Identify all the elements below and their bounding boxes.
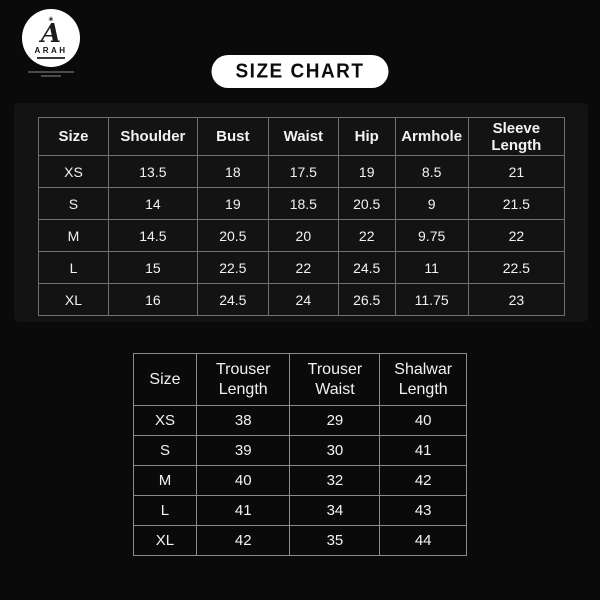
size-cell: XS <box>38 155 109 188</box>
size-chart-title-badge: SIZE CHART <box>211 55 389 88</box>
value-cell: 30 <box>289 435 381 466</box>
value-cell: 14.5 <box>107 219 198 252</box>
value-cell: 41 <box>379 435 467 466</box>
size-cell: M <box>133 465 197 496</box>
table-row: S 14 19 18.5 20.5 9 21.5 <box>38 187 566 220</box>
value-cell: 32 <box>289 465 381 496</box>
size-cell: L <box>133 495 197 526</box>
value-cell: 11 <box>394 251 469 284</box>
column-header: Trouser Length <box>195 353 291 406</box>
value-cell: 22.5 <box>196 251 269 284</box>
logo-circle: ❀ A ARAH <box>22 9 80 67</box>
table-row: M 40 32 42 <box>133 465 467 496</box>
size-cell: L <box>38 251 109 284</box>
value-cell: 11.75 <box>394 283 469 316</box>
table-row: L 41 34 43 <box>133 495 467 526</box>
value-cell: 24.5 <box>196 283 269 316</box>
logo-caption-line <box>28 71 74 73</box>
value-cell: 24 <box>267 283 339 316</box>
logo-caption <box>22 71 80 77</box>
value-cell: 22.5 <box>467 251 566 284</box>
value-cell: 29 <box>289 405 381 436</box>
value-cell: 22 <box>467 219 566 252</box>
value-cell: 22 <box>337 219 396 252</box>
value-cell: 13.5 <box>107 155 198 188</box>
brand-logo: ❀ A ARAH <box>22 9 80 77</box>
value-cell: 44 <box>379 525 467 556</box>
value-cell: 35 <box>289 525 381 556</box>
column-header: Bust <box>196 117 269 156</box>
value-cell: 9.75 <box>394 219 469 252</box>
flower-icon: ❀ <box>48 16 54 23</box>
value-cell: 21.5 <box>467 187 566 220</box>
logo-tagline <box>37 57 65 60</box>
column-header: Armhole <box>394 117 469 156</box>
table-row: XS 38 29 40 <box>133 405 467 436</box>
value-cell: 16 <box>107 283 198 316</box>
column-header: Shalwar Length <box>379 353 467 406</box>
column-header: Hip <box>337 117 396 156</box>
size-cell: XL <box>38 283 109 316</box>
value-cell: 34 <box>289 495 381 526</box>
value-cell: 26.5 <box>337 283 396 316</box>
value-cell: 23 <box>467 283 566 316</box>
size-cell: XS <box>133 405 197 436</box>
value-cell: 18 <box>196 155 269 188</box>
header-row: Size Trouser Length Trouser Waist Shalwar L… <box>133 353 467 406</box>
value-cell: 43 <box>379 495 467 526</box>
value-cell: 42 <box>195 525 291 556</box>
table-row: S 39 30 41 <box>133 435 467 466</box>
garment-size-table: Size Shoulder Bust Waist Hip Armhole Sleeve Le… <box>38 117 566 316</box>
table-row: XL 16 24.5 24 26.5 11.75 23 <box>38 283 566 316</box>
value-cell: 20.5 <box>337 187 396 220</box>
value-cell: 14 <box>107 187 198 220</box>
column-header: Shoulder <box>107 117 198 156</box>
logo-monogram: A <box>40 18 62 49</box>
value-cell: 24.5 <box>337 251 396 284</box>
column-header: Size <box>38 117 109 156</box>
value-cell: 17.5 <box>267 155 339 188</box>
column-header: Size <box>133 353 197 406</box>
value-cell: 15 <box>107 251 198 284</box>
value-cell: 40 <box>195 465 291 496</box>
header-row: Size Shoulder Bust Waist Hip Armhole Sleeve Le… <box>38 117 566 156</box>
table-row: XS 13.5 18 17.5 19 8.5 21 <box>38 155 566 188</box>
value-cell: 19 <box>337 155 396 188</box>
size-cell: XL <box>133 525 197 556</box>
size-cell: S <box>38 187 109 220</box>
size-cell: S <box>133 435 197 466</box>
logo-brand-text: ARAH <box>34 46 68 56</box>
column-header: Trouser Waist <box>289 353 381 406</box>
value-cell: 39 <box>195 435 291 466</box>
logo-caption-line <box>41 75 61 77</box>
column-header: Waist <box>267 117 339 156</box>
value-cell: 20 <box>267 219 339 252</box>
value-cell: 21 <box>467 155 566 188</box>
table-row: L 15 22.5 22 24.5 11 22.5 <box>38 251 566 284</box>
value-cell: 40 <box>379 405 467 436</box>
size-cell: M <box>38 219 109 252</box>
value-cell: 22 <box>267 251 339 284</box>
value-cell: 41 <box>195 495 291 526</box>
value-cell: 18.5 <box>267 187 339 220</box>
table-row: M 14.5 20.5 20 22 9.75 22 <box>38 219 566 252</box>
value-cell: 19 <box>196 187 269 220</box>
page-title: SIZE CHART <box>235 59 365 83</box>
value-cell: 38 <box>195 405 291 436</box>
table-row: XL 42 35 44 <box>133 525 467 556</box>
value-cell: 8.5 <box>394 155 469 188</box>
value-cell: 42 <box>379 465 467 496</box>
trouser-size-table: Size Trouser Length Trouser Waist Shalwar L… <box>133 353 467 556</box>
value-cell: 20.5 <box>196 219 269 252</box>
value-cell: 9 <box>394 187 469 220</box>
column-header: Sleeve Length <box>467 117 566 156</box>
